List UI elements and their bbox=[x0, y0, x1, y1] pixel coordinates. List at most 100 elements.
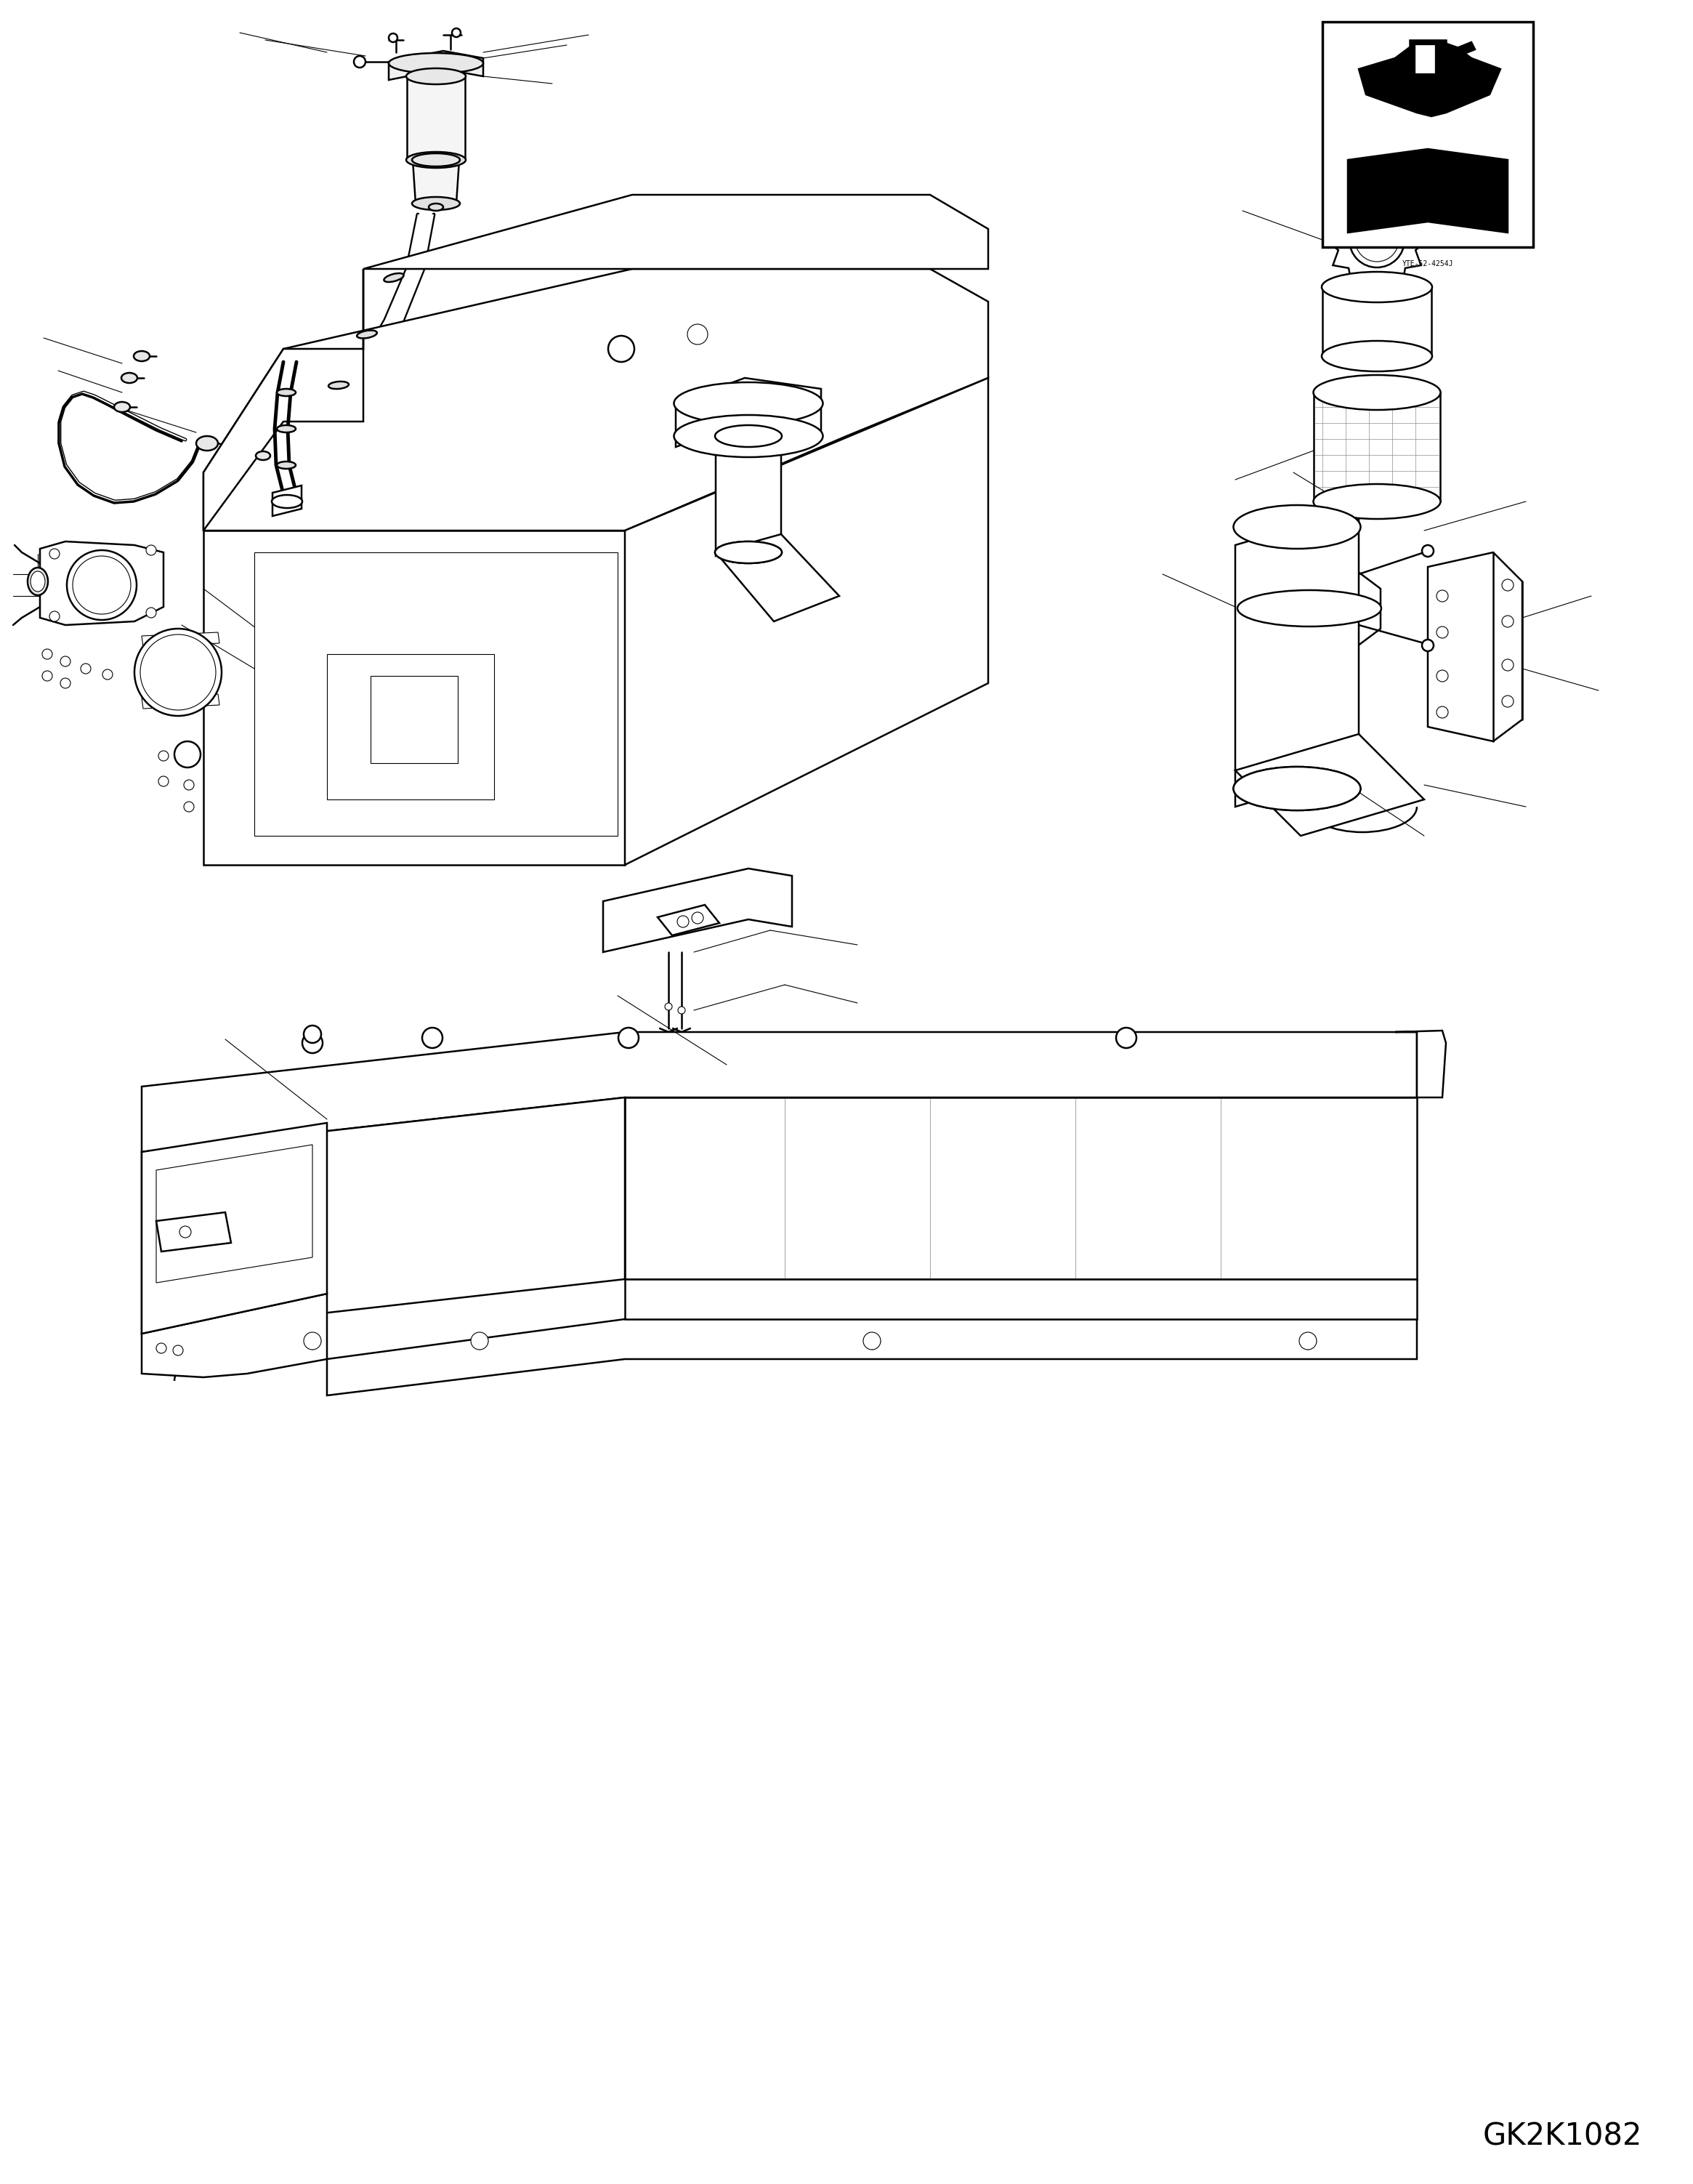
Polygon shape bbox=[1239, 568, 1380, 651]
Circle shape bbox=[618, 1029, 638, 1048]
Ellipse shape bbox=[1234, 767, 1361, 810]
Circle shape bbox=[422, 1029, 442, 1048]
Polygon shape bbox=[384, 269, 423, 319]
Polygon shape bbox=[203, 269, 364, 531]
Ellipse shape bbox=[428, 203, 444, 212]
Ellipse shape bbox=[714, 542, 782, 563]
Ellipse shape bbox=[1314, 485, 1441, 520]
Polygon shape bbox=[676, 378, 821, 448]
Ellipse shape bbox=[196, 437, 218, 450]
Circle shape bbox=[156, 1343, 166, 1354]
Polygon shape bbox=[142, 633, 220, 646]
Polygon shape bbox=[156, 1144, 313, 1282]
Circle shape bbox=[303, 1033, 323, 1053]
Ellipse shape bbox=[256, 452, 271, 461]
Ellipse shape bbox=[328, 382, 349, 389]
Circle shape bbox=[1116, 1029, 1136, 1048]
Ellipse shape bbox=[411, 153, 460, 166]
Bar bbox=[1415, 46, 1434, 72]
Circle shape bbox=[303, 1332, 322, 1350]
Polygon shape bbox=[273, 485, 301, 515]
Circle shape bbox=[1436, 590, 1448, 603]
Polygon shape bbox=[142, 1123, 327, 1334]
Circle shape bbox=[66, 550, 137, 620]
Circle shape bbox=[1502, 579, 1514, 592]
Circle shape bbox=[42, 649, 52, 660]
Circle shape bbox=[303, 1026, 322, 1044]
Circle shape bbox=[608, 336, 635, 363]
Polygon shape bbox=[327, 655, 494, 799]
Ellipse shape bbox=[406, 153, 466, 168]
Circle shape bbox=[73, 557, 130, 614]
Polygon shape bbox=[1410, 39, 1446, 98]
Polygon shape bbox=[625, 1096, 1417, 1280]
Polygon shape bbox=[364, 194, 989, 269]
Ellipse shape bbox=[27, 568, 47, 596]
Ellipse shape bbox=[1322, 271, 1432, 301]
Polygon shape bbox=[406, 214, 433, 269]
Circle shape bbox=[185, 780, 195, 791]
Text: YTE-52-4254J: YTE-52-4254J bbox=[1402, 260, 1453, 266]
Circle shape bbox=[863, 1332, 880, 1350]
Circle shape bbox=[1436, 627, 1448, 638]
Ellipse shape bbox=[134, 352, 149, 360]
Circle shape bbox=[1502, 695, 1514, 708]
Polygon shape bbox=[327, 1319, 1417, 1396]
Polygon shape bbox=[625, 378, 989, 865]
Circle shape bbox=[49, 612, 59, 622]
Polygon shape bbox=[413, 159, 459, 203]
Polygon shape bbox=[371, 675, 457, 762]
Ellipse shape bbox=[113, 402, 130, 413]
Ellipse shape bbox=[278, 426, 296, 432]
Circle shape bbox=[1436, 670, 1448, 681]
Circle shape bbox=[185, 802, 195, 812]
Ellipse shape bbox=[1314, 376, 1441, 411]
Circle shape bbox=[134, 629, 222, 716]
Circle shape bbox=[103, 668, 113, 679]
Circle shape bbox=[173, 1345, 183, 1356]
Polygon shape bbox=[625, 1280, 1417, 1319]
Polygon shape bbox=[142, 695, 220, 708]
Polygon shape bbox=[657, 904, 720, 935]
Circle shape bbox=[1502, 616, 1514, 627]
Circle shape bbox=[677, 915, 689, 928]
Polygon shape bbox=[603, 869, 792, 952]
Polygon shape bbox=[203, 269, 989, 531]
Polygon shape bbox=[1236, 734, 1424, 836]
Ellipse shape bbox=[122, 373, 137, 382]
Ellipse shape bbox=[357, 330, 378, 339]
Bar bbox=[1322, 22, 1534, 247]
Ellipse shape bbox=[273, 496, 303, 509]
Ellipse shape bbox=[1234, 505, 1361, 548]
Ellipse shape bbox=[714, 542, 782, 563]
Polygon shape bbox=[1314, 393, 1441, 502]
Polygon shape bbox=[327, 371, 374, 404]
Polygon shape bbox=[1446, 41, 1475, 59]
Circle shape bbox=[1422, 640, 1434, 651]
Circle shape bbox=[692, 913, 703, 924]
Circle shape bbox=[1436, 705, 1448, 719]
Circle shape bbox=[159, 751, 169, 760]
Polygon shape bbox=[1326, 190, 1427, 290]
Circle shape bbox=[665, 1002, 672, 1011]
Ellipse shape bbox=[1234, 767, 1361, 810]
Polygon shape bbox=[1322, 286, 1431, 356]
Circle shape bbox=[146, 546, 156, 555]
Ellipse shape bbox=[1238, 590, 1381, 627]
Circle shape bbox=[146, 607, 156, 618]
Polygon shape bbox=[1236, 509, 1359, 806]
Polygon shape bbox=[389, 50, 483, 81]
Ellipse shape bbox=[384, 273, 403, 282]
Polygon shape bbox=[203, 531, 625, 865]
Circle shape bbox=[141, 636, 215, 710]
Ellipse shape bbox=[278, 389, 296, 395]
Circle shape bbox=[389, 33, 398, 41]
Circle shape bbox=[471, 1332, 488, 1350]
Polygon shape bbox=[1348, 149, 1508, 232]
Circle shape bbox=[1422, 546, 1434, 557]
Circle shape bbox=[687, 323, 708, 345]
Ellipse shape bbox=[674, 382, 823, 424]
Polygon shape bbox=[1359, 41, 1500, 116]
Ellipse shape bbox=[411, 197, 460, 210]
Polygon shape bbox=[142, 1096, 625, 1334]
